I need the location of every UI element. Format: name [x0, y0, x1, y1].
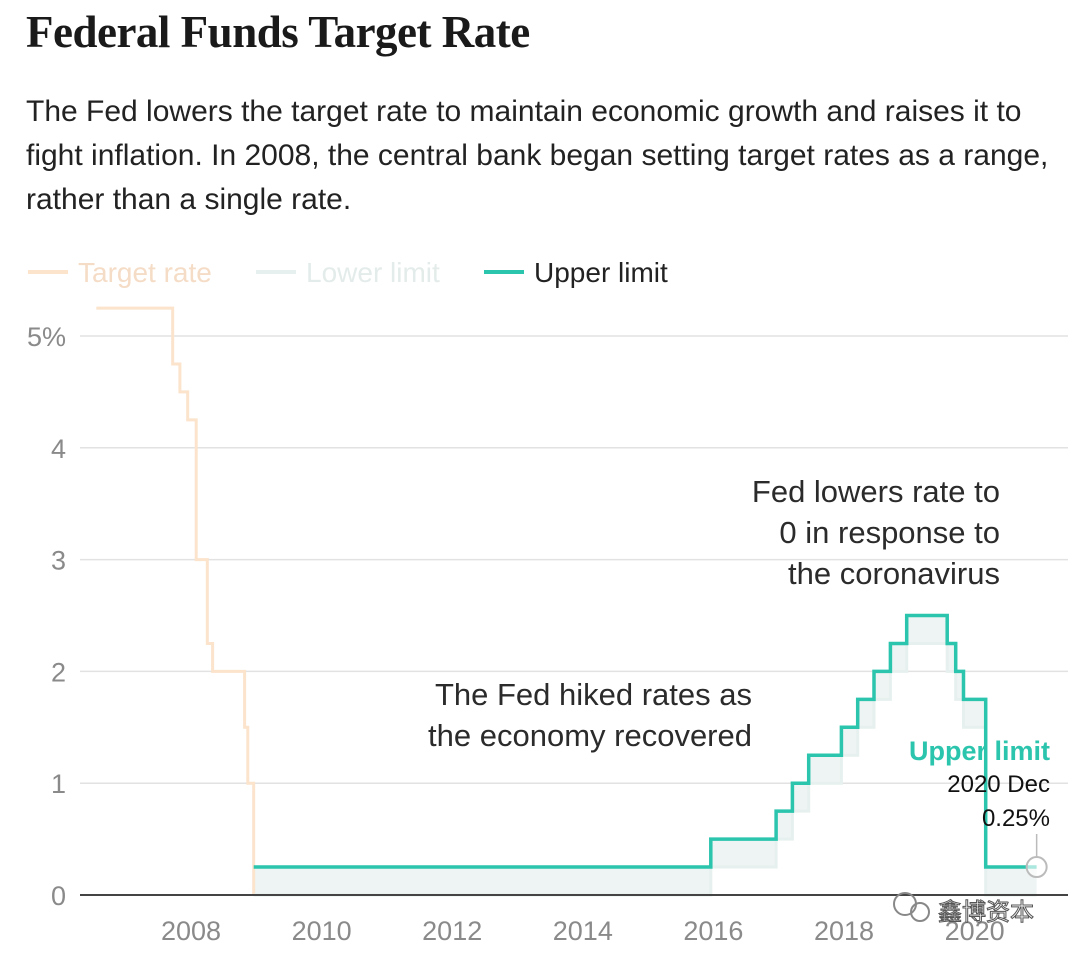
- series-line-target-rate: [96, 306, 256, 895]
- y-tick-label: 0: [51, 881, 66, 911]
- x-tick-label: 2008: [161, 916, 221, 946]
- tooltip-value: 0.25%: [982, 805, 1050, 832]
- chart-title: Federal Funds Target Rate: [26, 7, 530, 57]
- x-tick-label: 2020: [945, 916, 1005, 946]
- annotation-hike-line: The Fed hiked rates as: [435, 677, 752, 712]
- series-line-lower-limit: [253, 642, 1037, 897]
- tooltip: Upper limit 2020 Dec 0.25%: [909, 736, 1050, 879]
- watermark-text: 鑫博资本: [938, 899, 1034, 926]
- x-tick-label: 2014: [553, 916, 613, 946]
- legend-label: Upper limit: [534, 257, 668, 288]
- y-tick-label: 5%: [27, 322, 66, 352]
- legend-label: Lower limit: [306, 257, 440, 288]
- annotation-coronavirus-line: Fed lowers rate to: [752, 474, 1000, 509]
- x-tick-label: 2018: [814, 916, 874, 946]
- chart-subtitle: The Fed lowers the target rate to mainta…: [26, 95, 1049, 216]
- tooltip-marker: [1025, 856, 1048, 879]
- annotation-coronavirus-line: the coronavirus: [788, 556, 1000, 591]
- wechat-icon-small: [910, 902, 930, 922]
- y-tick-label: 2: [51, 657, 66, 687]
- tooltip-date: 2020 Dec: [947, 771, 1050, 798]
- y-tick-label: 3: [51, 546, 66, 576]
- annotation-hike-line: the economy recovered: [428, 718, 752, 753]
- legend-label: Target rate: [78, 257, 212, 288]
- wechat-icon: [893, 892, 917, 916]
- annotation-coronavirus-line: 0 in response to: [779, 515, 1000, 550]
- y-tick-label: 4: [51, 434, 66, 464]
- x-tick-label: 2016: [683, 916, 743, 946]
- x-tick-label: 2012: [422, 916, 482, 946]
- x-tick-label: 2010: [292, 916, 352, 946]
- axes: 0 1 2 3 4 5% 2008 2010 2012 2014 2016 2018 2020: [27, 322, 1068, 946]
- series-lines: [96, 306, 1037, 897]
- legend: Target rate Lower limit Upper limit: [28, 257, 668, 288]
- y-tick-label: 1: [51, 769, 66, 799]
- watermark: 鑫博资本: [893, 892, 1035, 927]
- series-line-upper-limit: [253, 613, 1037, 869]
- tooltip-series: Upper limit: [909, 736, 1050, 766]
- annotations: Fed lowers rate to 0 in response to the co…: [428, 474, 1000, 753]
